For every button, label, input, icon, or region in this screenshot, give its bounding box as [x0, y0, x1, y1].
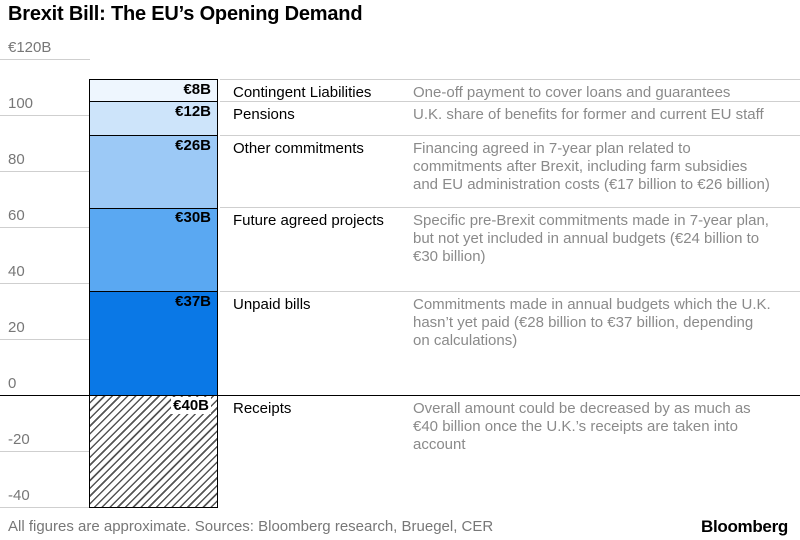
y-gridline [0, 507, 90, 508]
y-tick-label: 20 [8, 319, 25, 336]
bar-value-label: €12B [175, 103, 211, 120]
description-line: €30 billion) [413, 248, 486, 265]
bar-value-label: €40B [171, 397, 211, 414]
bar-segment: €30B [89, 207, 218, 292]
y-gridline [0, 451, 90, 452]
y-tick-label: -20 [8, 431, 30, 448]
y-gridline [0, 339, 90, 340]
segment-divider [220, 207, 800, 208]
segment-category-label: Other commitments [233, 140, 364, 157]
bar-segment: €40B [89, 395, 218, 508]
description-line: Commitments made in annual budgets which… [413, 296, 771, 313]
bar-segment: €8B [89, 79, 218, 102]
bar-value-label: €26B [175, 137, 211, 154]
segment-divider [220, 135, 800, 136]
description-line: on calculations) [413, 332, 518, 349]
description-line: €40 billion once the U.K.’s receipts are… [413, 418, 738, 435]
y-gridline [0, 59, 90, 60]
description-line: One-off payment to cover loans and guara… [413, 84, 731, 101]
segment-divider [220, 291, 800, 292]
bar-value-label: €8B [183, 81, 211, 98]
segment-category-label: Receipts [233, 400, 292, 417]
segment-category-label: Pensions [233, 106, 295, 123]
y-tick-label: -40 [8, 487, 30, 504]
y-tick-label: 40 [8, 263, 25, 280]
source-footnote: All figures are approximate. Sources: Bl… [8, 518, 494, 535]
segment-description: Overall amount could be decreased by as … [413, 400, 798, 454]
y-gridline [0, 227, 90, 228]
bar-segment: €26B [89, 135, 218, 209]
bar-value-label: €30B [175, 209, 211, 226]
y-gridline [0, 171, 90, 172]
description-line: account [413, 436, 466, 453]
y-tick-label: 80 [8, 151, 25, 168]
segment-divider [220, 79, 800, 80]
y-tick-label: 0 [8, 375, 17, 392]
y-tick-label: 100 [8, 95, 34, 112]
y-tick-label: 60 [8, 207, 25, 224]
segment-description: Specific pre-Brexit commitments made in … [413, 212, 798, 266]
y-tick-label: €120B [8, 39, 52, 56]
segment-description: Financing agreed in 7-year plan related … [413, 140, 798, 194]
description-line: U.K. share of benefits for former and cu… [413, 106, 764, 123]
bloomberg-logo: Bloomberg [700, 517, 788, 536]
description-line: Financing agreed in 7-year plan related … [413, 140, 691, 157]
segment-description: Commitments made in annual budgets which… [413, 296, 798, 350]
bar-value-label: €37B [175, 293, 211, 310]
segment-divider [220, 101, 800, 102]
segment-category-label: Contingent Liabilities [233, 84, 372, 101]
description-line: hasn’t yet paid (€28 billion to €37 bill… [413, 314, 754, 331]
description-line: Specific pre-Brexit commitments made in … [413, 212, 769, 229]
description-line: and EU administration costs (€17 billion… [413, 176, 770, 193]
zero-baseline [0, 395, 800, 396]
chart-title: Brexit Bill: The EU’s Opening Demand [8, 3, 363, 25]
y-gridline [0, 115, 90, 116]
description-line: but not yet included in annual budgets (… [413, 230, 760, 247]
bar-segment: €12B [89, 101, 218, 136]
bar-segment: €37B [89, 291, 218, 396]
segment-category-label: Future agreed projects [233, 212, 384, 229]
segment-category-label: Unpaid bills [233, 296, 311, 313]
segment-description: U.K. share of benefits for former and cu… [413, 106, 798, 124]
description-line: Overall amount could be decreased by as … [413, 400, 751, 417]
y-gridline [0, 283, 90, 284]
segment-description: One-off payment to cover loans and guara… [413, 84, 798, 102]
description-line: commitments after Brexit, including farm… [413, 158, 748, 175]
